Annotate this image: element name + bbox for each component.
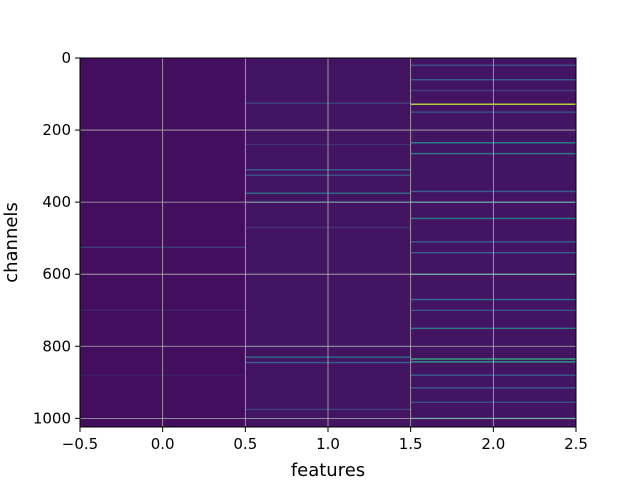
x-tick-label: −0.5 bbox=[62, 435, 98, 453]
y-tick-label: 400 bbox=[42, 193, 71, 211]
x-tick-label: 0.0 bbox=[151, 435, 175, 453]
x-axis-label: features bbox=[291, 460, 365, 480]
plot-area bbox=[79, 57, 577, 428]
x-tick-label: 2.0 bbox=[481, 435, 505, 453]
y-tick-label: 800 bbox=[42, 337, 71, 355]
x-tick-label: 1.5 bbox=[399, 435, 423, 453]
x-axis-ticks: −0.5 0.0 0.5 1.0 1.5 2.0 2.5 bbox=[62, 427, 588, 453]
y-tick-label: 200 bbox=[42, 121, 71, 139]
x-tick-label: 1.0 bbox=[316, 435, 340, 453]
y-tick-label: 600 bbox=[42, 265, 71, 283]
x-tick-label: 2.5 bbox=[564, 435, 588, 453]
x-tick-label: 0.5 bbox=[233, 435, 257, 453]
y-tick-label: 1000 bbox=[33, 409, 71, 427]
y-tick-label: 0 bbox=[61, 49, 71, 67]
y-axis-ticks: 0 200 400 600 800 1000 bbox=[33, 49, 80, 427]
y-axis-label: channels bbox=[1, 202, 22, 283]
